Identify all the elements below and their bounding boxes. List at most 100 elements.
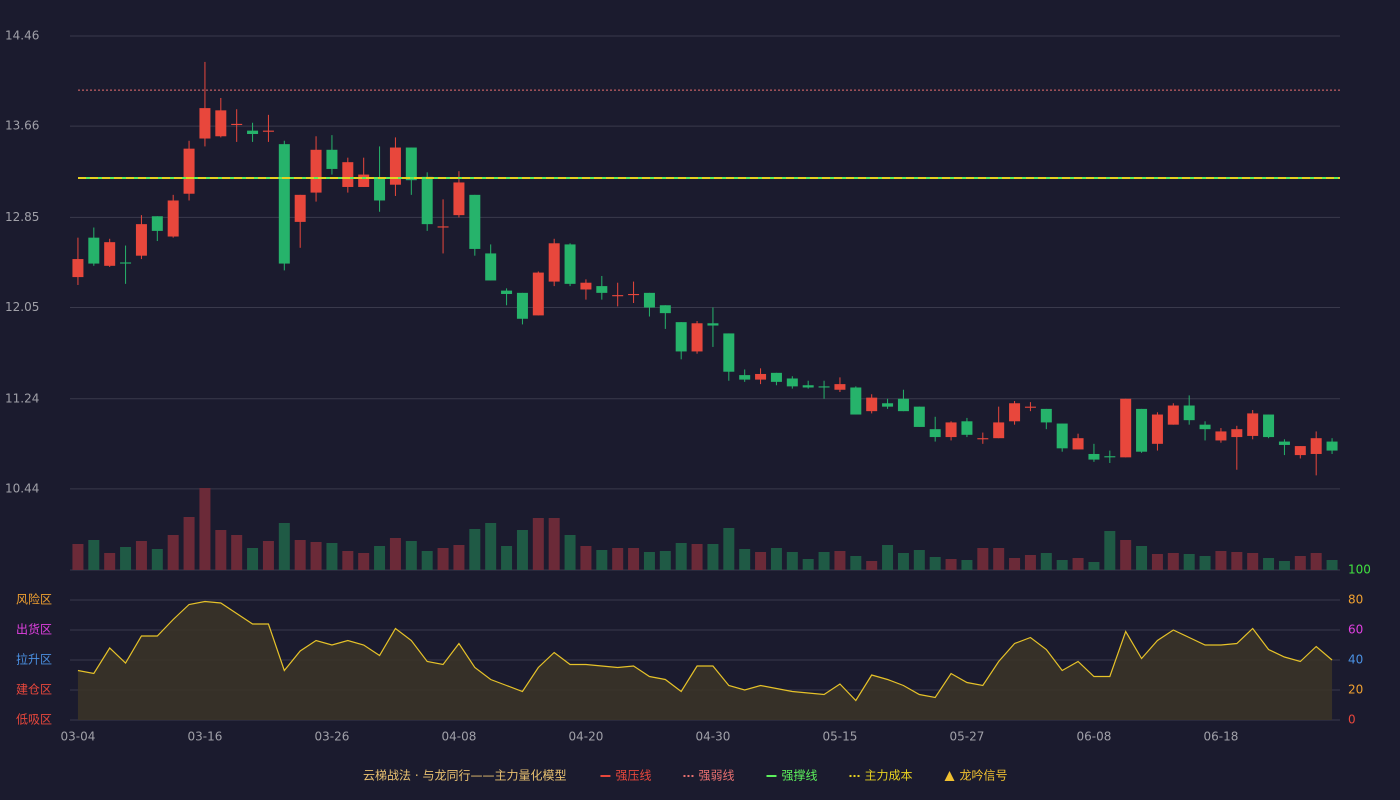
volume-bar — [1247, 553, 1259, 570]
volume-bar — [707, 544, 719, 570]
volume-bar — [755, 552, 767, 570]
legend-triangle — [944, 771, 955, 781]
volume-bar — [1009, 558, 1021, 570]
candle-body — [1183, 405, 1195, 421]
candle-body — [564, 244, 576, 284]
candle-body — [802, 385, 814, 388]
volume-bar — [739, 549, 751, 570]
candle-body — [501, 290, 513, 294]
candle-body — [659, 305, 671, 314]
volume-bar — [866, 561, 878, 570]
indicator-tick-label: 80 — [1348, 593, 1363, 607]
y-tick-label: 12.05 — [5, 300, 39, 314]
x-tick-label: 05-27 — [950, 730, 985, 744]
volume-bar — [882, 545, 894, 570]
y-tick-label: 14.46 — [5, 29, 39, 43]
candle-body — [120, 262, 132, 264]
volume-bar — [1120, 540, 1132, 570]
legend-label: 强压线 — [615, 769, 651, 783]
candle-body — [1104, 456, 1116, 458]
x-tick-label: 03-26 — [315, 730, 350, 744]
candle-body — [1040, 408, 1052, 423]
candle-body — [897, 398, 909, 412]
indicator-tick-label: 60 — [1348, 623, 1363, 637]
candle-body — [1136, 408, 1148, 452]
volume-bar — [1104, 531, 1116, 570]
volume-bar — [691, 544, 703, 570]
volume-bar — [532, 518, 544, 570]
candle-body — [532, 272, 544, 316]
legend-title: 云梯战法 · 与龙同行——主力量化模型 — [363, 769, 566, 783]
legend-label: 主力成本 — [865, 769, 913, 783]
zone-label: 风险区 — [16, 592, 52, 607]
candle-body — [231, 123, 243, 125]
candle-body — [818, 386, 830, 388]
candle-body — [262, 130, 274, 132]
candle-body — [596, 286, 608, 293]
x-tick-label: 04-08 — [442, 730, 477, 744]
volume-bar — [1088, 562, 1100, 570]
volume-bar — [770, 548, 782, 570]
candle-body — [1199, 424, 1211, 430]
volume-bar — [231, 535, 243, 570]
volume-bar — [834, 551, 846, 570]
candle-body — [421, 176, 433, 225]
volume-bar — [1136, 546, 1148, 570]
x-tick-label: 05-15 — [823, 730, 858, 744]
volume-bar — [818, 552, 830, 570]
volume-bar — [628, 548, 640, 570]
volume-bar — [723, 528, 735, 570]
volume-bar — [405, 541, 417, 570]
candle-body — [580, 282, 592, 290]
x-tick-label: 06-18 — [1204, 730, 1239, 744]
zone-label: 低吸区 — [16, 713, 52, 727]
candle-body — [88, 237, 100, 264]
candle-body — [1009, 403, 1021, 422]
candle-body — [1120, 398, 1132, 458]
zone-label: 拉升区 — [16, 652, 52, 667]
volume-bar — [389, 538, 401, 570]
volume-bar — [278, 523, 290, 570]
x-tick-label: 04-30 — [696, 730, 731, 744]
volume-bar — [294, 540, 306, 570]
volume-bar — [580, 546, 592, 570]
indicator-tick-label: 20 — [1348, 683, 1363, 697]
volume-bar — [786, 552, 798, 570]
candle-body — [247, 130, 259, 135]
volume-bar — [1215, 551, 1227, 570]
candle-body — [770, 372, 782, 382]
candle-body — [993, 422, 1005, 439]
candle-body — [612, 295, 624, 297]
volume-bar — [675, 543, 687, 570]
volume-bar — [151, 549, 163, 570]
volume-bar — [516, 530, 528, 570]
candle-body — [1294, 446, 1306, 456]
volume-bar — [120, 547, 132, 570]
volume-bar — [262, 541, 274, 570]
volume-bar — [643, 552, 655, 570]
volume-bar — [469, 529, 481, 570]
volume-bar — [659, 551, 671, 570]
volume-bar — [247, 548, 259, 570]
volume-bar — [485, 523, 497, 570]
volume-bar — [1294, 556, 1306, 570]
candle-body — [913, 406, 925, 427]
candle-body — [358, 174, 370, 187]
y-tick-label: 12.85 — [5, 210, 39, 224]
volume-bar — [88, 540, 100, 570]
candle-body — [850, 387, 862, 415]
volume-bar — [564, 535, 576, 570]
candle-body — [1151, 414, 1163, 444]
candle-body — [1310, 438, 1322, 454]
candle-body — [707, 323, 719, 326]
zone-label: 建仓区 — [16, 683, 52, 697]
legend-label: 强撑线 — [781, 768, 817, 783]
x-tick-label: 04-20 — [569, 730, 604, 744]
volume-bar — [342, 551, 354, 570]
volume-bar — [501, 546, 513, 570]
volume-bar — [135, 541, 147, 570]
volume-bar — [326, 543, 338, 570]
volume-bar — [358, 553, 370, 570]
candle-body — [675, 322, 687, 352]
volume-bar — [977, 548, 989, 570]
